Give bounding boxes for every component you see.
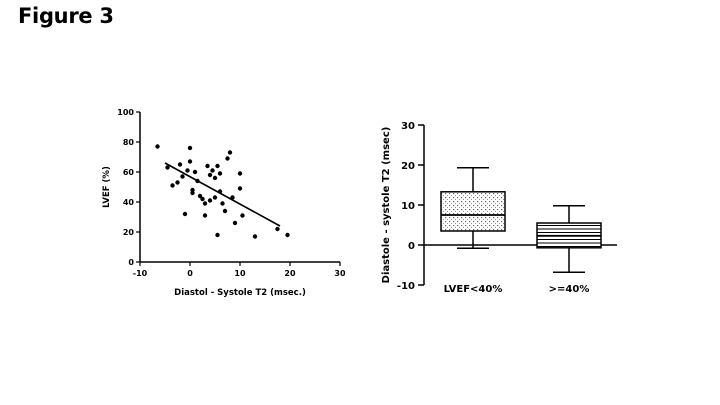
box-category-label: LVEF<40% [444, 284, 503, 295]
scatter-point [275, 226, 280, 232]
scatter-point [207, 198, 213, 203]
figure-title: Figure 3 [18, 4, 114, 28]
box-plot-chart: -10 0 10 20 30 LVEF<40% >=40% Diastole - syst… [381, 121, 617, 295]
scatter-point [207, 172, 213, 178]
box-y-tick-label: 20 [401, 161, 415, 172]
scatter-point [285, 232, 290, 238]
scatter-point [155, 144, 160, 149]
scatter-point [202, 201, 208, 206]
box-y-tick-label: 0 [408, 241, 415, 252]
box-y-tick-label: 10 [401, 201, 415, 212]
scatter-point [175, 180, 180, 185]
scatter-point [237, 171, 243, 176]
scatter-point [177, 162, 183, 167]
box-y-tick-label: 30 [401, 121, 415, 132]
scatter-point [220, 201, 225, 206]
scatter-chart: 0 20 40 60 80 100 -10 0 10 20 30 Diastol - Systol… [102, 108, 346, 298]
scatter-point [212, 175, 218, 181]
scatter-point [215, 163, 220, 169]
scatter-point [222, 208, 228, 214]
scatter-y-ticks: 0 20 40 60 80 100 [117, 108, 140, 267]
scatter-y-tick-label: 20 [123, 228, 135, 237]
scatter-point [232, 220, 238, 226]
scatter-point [190, 190, 195, 196]
scatter-x-ticks: -10 0 10 20 30 [133, 262, 346, 278]
scatter-point [197, 193, 203, 199]
scatter-y-tick-label: 60 [123, 168, 135, 177]
scatter-x-tick-label: -10 [133, 269, 148, 278]
box-category-labels: LVEF<40% >=40% [444, 284, 590, 295]
scatter-point [252, 234, 258, 239]
scatter-point [215, 232, 220, 238]
scatter-points [155, 144, 290, 239]
scatter-point [212, 195, 218, 200]
box-y-axis-label: Diastole - systole T2 (msec) [381, 127, 392, 284]
scatter-point [192, 169, 198, 175]
scatter-point [200, 196, 205, 202]
scatter-point [205, 163, 210, 169]
scatter-fit-line [164, 162, 281, 227]
scatter-y-tick-label: 80 [123, 138, 135, 147]
scatter-point [187, 159, 193, 164]
scatter-x-axis-label: Diastol - Systole T2 (msec.) [174, 288, 306, 298]
scatter-point [225, 156, 230, 161]
scatter-x-tick-label: 20 [284, 269, 296, 278]
scatter-y-tick-label: 0 [128, 258, 134, 267]
scatter-y-tick-label: 40 [123, 198, 135, 207]
box-y-ticks: -10 0 10 20 30 [397, 121, 424, 292]
box-plot-group [536, 205, 602, 273]
box-category-label: >=40% [549, 284, 590, 295]
scatter-point [182, 211, 188, 217]
scatter-point [210, 168, 215, 173]
box-plots [440, 167, 602, 273]
scatter-x-tick-label: 30 [334, 269, 346, 278]
scatter-point [240, 213, 245, 218]
scatter-point [185, 168, 190, 173]
scatter-x-tick-label: 10 [234, 269, 246, 278]
scatter-point [187, 145, 193, 151]
scatter-point [170, 183, 175, 188]
scatter-x-tick-label: 0 [187, 269, 193, 278]
box-plot-group [440, 167, 506, 249]
scatter-point [180, 174, 185, 179]
scatter-y-axis-label: LVEF (%) [102, 166, 112, 208]
scatter-point [217, 171, 223, 176]
scatter-point [237, 186, 243, 191]
scatter-point [227, 150, 233, 155]
box-iqr [440, 191, 506, 232]
box-y-tick-label: -10 [397, 281, 415, 292]
scatter-point [202, 213, 208, 218]
scatter-point [165, 165, 170, 170]
scatter-y-tick-label: 100 [117, 108, 134, 117]
